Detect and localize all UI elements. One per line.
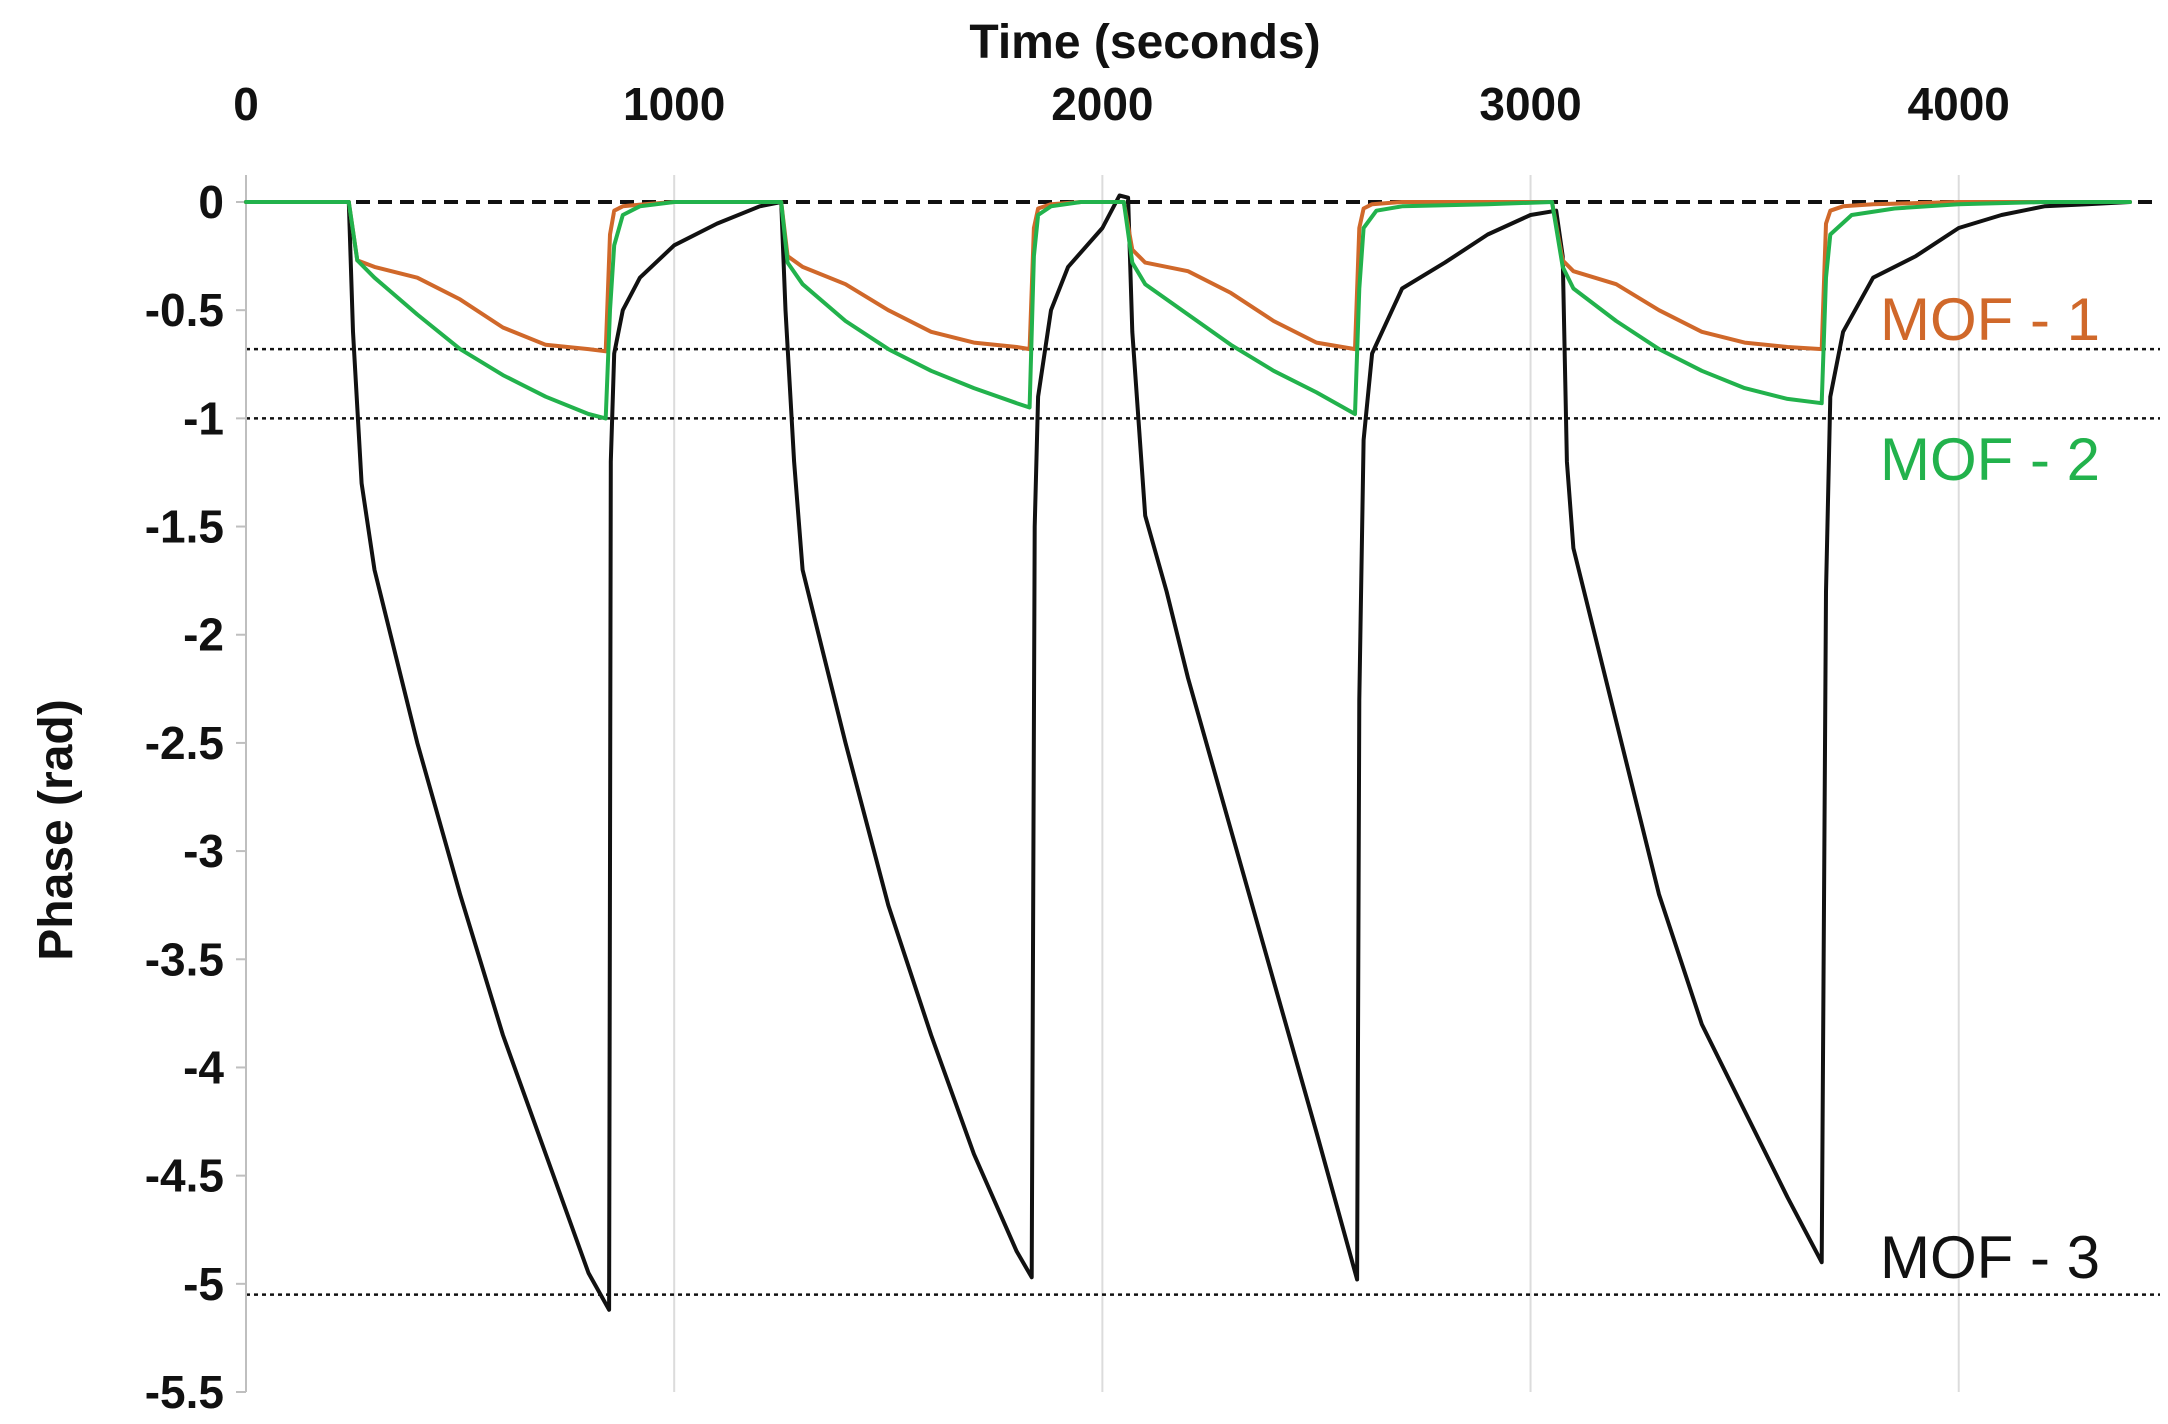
series-line-mof-2: [244, 200, 2132, 421]
tick-labels: 0 1000 2000 3000 4000 0 -0.5 -1 -1.5 -2 -2.5 -3 -3.5…: [145, 78, 2010, 1418]
series-label-mof-2: MOF - 2: [1880, 426, 2100, 493]
series-line-mof-3: [244, 193, 2132, 1312]
x-axis-title: Time (seconds): [969, 16, 1320, 69]
y-tick-label: -1.5: [145, 501, 224, 553]
x-tick-label: 1000: [623, 78, 725, 130]
x-tick-label: 4000: [1908, 78, 2010, 130]
y-tick-label: -5.5: [145, 1366, 224, 1418]
y-tick-label: -4.5: [145, 1150, 224, 1202]
y-tick-label: -2.5: [145, 717, 224, 769]
y-tick-label: -3: [183, 825, 224, 877]
series-label-mof-1: MOF - 1: [1880, 286, 2100, 353]
series-label-mof-3: MOF - 3: [1880, 1224, 2100, 1291]
x-tick-label: 3000: [1479, 78, 1581, 130]
x-tick-label: 0: [233, 78, 259, 130]
series-lines: [244, 193, 2132, 1312]
y-tick-label: -1: [183, 392, 224, 444]
y-tick-label: -2: [183, 609, 224, 661]
y-tick-label: -4: [183, 1041, 224, 1093]
y-tick-label: 0: [198, 176, 224, 228]
y-axis-title: Phase (rad): [30, 699, 83, 960]
x-tick-label: 2000: [1051, 78, 1153, 130]
y-tick-label: -0.5: [145, 284, 224, 336]
y-tick-label: -5: [183, 1258, 224, 1310]
y-tick-label: -3.5: [145, 933, 224, 985]
